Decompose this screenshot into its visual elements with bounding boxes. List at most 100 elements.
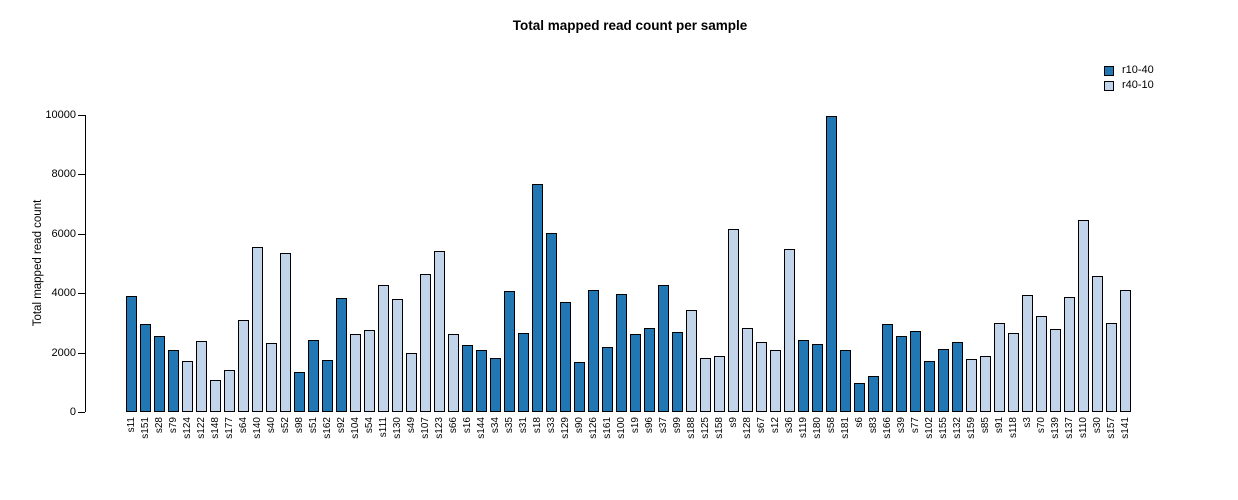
x-label-s141: s141 xyxy=(1120,417,1131,472)
legend-swatch-r10-40 xyxy=(1104,65,1114,76)
x-axis-labels: s11 s151 s28 s79 s124 s122 s148 s177 s64 s140 s40 s… xyxy=(126,417,1131,472)
bar-s36 xyxy=(784,249,795,412)
x-label-s157: s157 xyxy=(1106,417,1117,472)
x-label-s35: s35 xyxy=(504,417,515,472)
x-label-text: s162 xyxy=(322,417,333,439)
x-label-s70: s70 xyxy=(1036,417,1047,472)
x-label-text: s118 xyxy=(1008,417,1019,438)
x-label-s98: s98 xyxy=(294,417,305,472)
x-label-text: s99 xyxy=(672,417,683,434)
x-label-text: s16 xyxy=(462,417,473,434)
bar-s181 xyxy=(840,350,851,412)
x-label-s155: s155 xyxy=(938,417,949,472)
bar-s155 xyxy=(938,349,949,412)
x-label-s130: s130 xyxy=(392,417,403,472)
bar-s102 xyxy=(924,361,935,412)
x-label-s90: s90 xyxy=(574,417,585,472)
x-label-s28: s28 xyxy=(154,417,165,472)
x-label-text: s188 xyxy=(686,417,697,439)
x-label-s58: s58 xyxy=(826,417,837,472)
x-label-s33: s33 xyxy=(546,417,557,472)
x-label-s92: s92 xyxy=(336,417,347,472)
x-label-s36: s36 xyxy=(784,417,795,472)
x-label-text: s180 xyxy=(812,417,823,439)
x-label-text: s124 xyxy=(182,417,193,439)
x-label-text: s119 xyxy=(798,417,809,438)
x-label-text: s34 xyxy=(490,417,501,434)
x-label-s159: s159 xyxy=(966,417,977,472)
x-label-text: s37 xyxy=(658,417,669,434)
x-label-s180: s180 xyxy=(812,417,823,472)
x-label-s34: s34 xyxy=(490,417,501,472)
x-label-s161: s161 xyxy=(602,417,613,472)
x-label-s64: s64 xyxy=(238,417,249,472)
x-label-text: s83 xyxy=(868,417,879,434)
x-label-s139: s139 xyxy=(1050,417,1061,472)
x-label-text: s9 xyxy=(728,417,739,428)
y-tick-label-6000: 6000 xyxy=(51,227,76,240)
x-label-text: s137 xyxy=(1064,417,1075,439)
x-label-text: s104 xyxy=(350,417,361,439)
bar-s52 xyxy=(280,253,291,412)
legend-label: r10-40 xyxy=(1122,64,1154,76)
x-label-s6: s6 xyxy=(854,417,865,472)
bar-s140 xyxy=(252,247,263,412)
bar-s39 xyxy=(896,336,907,412)
x-label-text: s39 xyxy=(896,417,907,434)
x-label-text: s51 xyxy=(308,417,319,434)
bar-s35 xyxy=(504,291,515,412)
x-label-s79: s79 xyxy=(168,417,179,472)
bar-s151 xyxy=(140,324,151,412)
x-label-s83: s83 xyxy=(868,417,879,472)
x-label-text: s122 xyxy=(196,417,207,439)
x-label-text: s132 xyxy=(952,417,963,439)
x-label-text: s177 xyxy=(224,417,235,439)
bar-s37 xyxy=(658,285,669,412)
x-label-text: s130 xyxy=(392,417,403,439)
y-tick-mark xyxy=(78,352,85,354)
bar-s90 xyxy=(574,362,585,412)
x-label-text: s90 xyxy=(574,417,585,434)
x-label-s96: s96 xyxy=(644,417,655,472)
x-label-s19: s19 xyxy=(630,417,641,472)
bar-s18 xyxy=(532,184,543,412)
x-label-text: s161 xyxy=(602,417,613,439)
bar-s99 xyxy=(672,332,683,412)
x-label-text: s79 xyxy=(168,417,179,434)
x-label-s162: s162 xyxy=(322,417,333,472)
x-label-text: s54 xyxy=(364,417,375,434)
x-label-s140: s140 xyxy=(252,417,263,472)
x-label-text: s96 xyxy=(644,417,655,434)
y-tick-mark xyxy=(78,412,85,413)
y-tick-mark xyxy=(78,293,85,295)
x-label-text: s31 xyxy=(518,417,529,434)
bar-s12 xyxy=(770,350,781,412)
chart-title: Total mapped read count per sample xyxy=(512,18,748,33)
bar-s3 xyxy=(1022,295,1033,412)
x-label-text: s70 xyxy=(1036,417,1047,434)
bar-s125 xyxy=(700,358,711,412)
x-label-text: s30 xyxy=(1092,417,1103,434)
bar-s40 xyxy=(266,343,277,412)
x-label-text: s40 xyxy=(266,417,277,434)
bar-s110 xyxy=(1078,220,1089,412)
bar-s79 xyxy=(168,350,179,412)
x-label-s177: s177 xyxy=(224,417,235,472)
bar-s100 xyxy=(616,294,627,412)
bar-s85 xyxy=(980,356,991,412)
y-tick-mark xyxy=(78,174,85,176)
x-label-s52: s52 xyxy=(280,417,291,472)
x-label-text: s52 xyxy=(280,417,291,434)
x-label-s137: s137 xyxy=(1064,417,1075,472)
bar-s180 xyxy=(812,344,823,412)
x-label-s99: s99 xyxy=(672,417,683,472)
x-label-s67: s67 xyxy=(756,417,767,472)
bar-s122 xyxy=(196,341,207,412)
bar-s31 xyxy=(518,333,529,412)
x-label-s51: s51 xyxy=(308,417,319,472)
y-tick-label-0: 0 xyxy=(69,406,76,418)
x-label-text: s148 xyxy=(210,417,221,439)
x-label-s91: s91 xyxy=(994,417,1005,472)
x-label-text: s28 xyxy=(154,417,165,434)
x-label-text: s6 xyxy=(854,417,865,428)
